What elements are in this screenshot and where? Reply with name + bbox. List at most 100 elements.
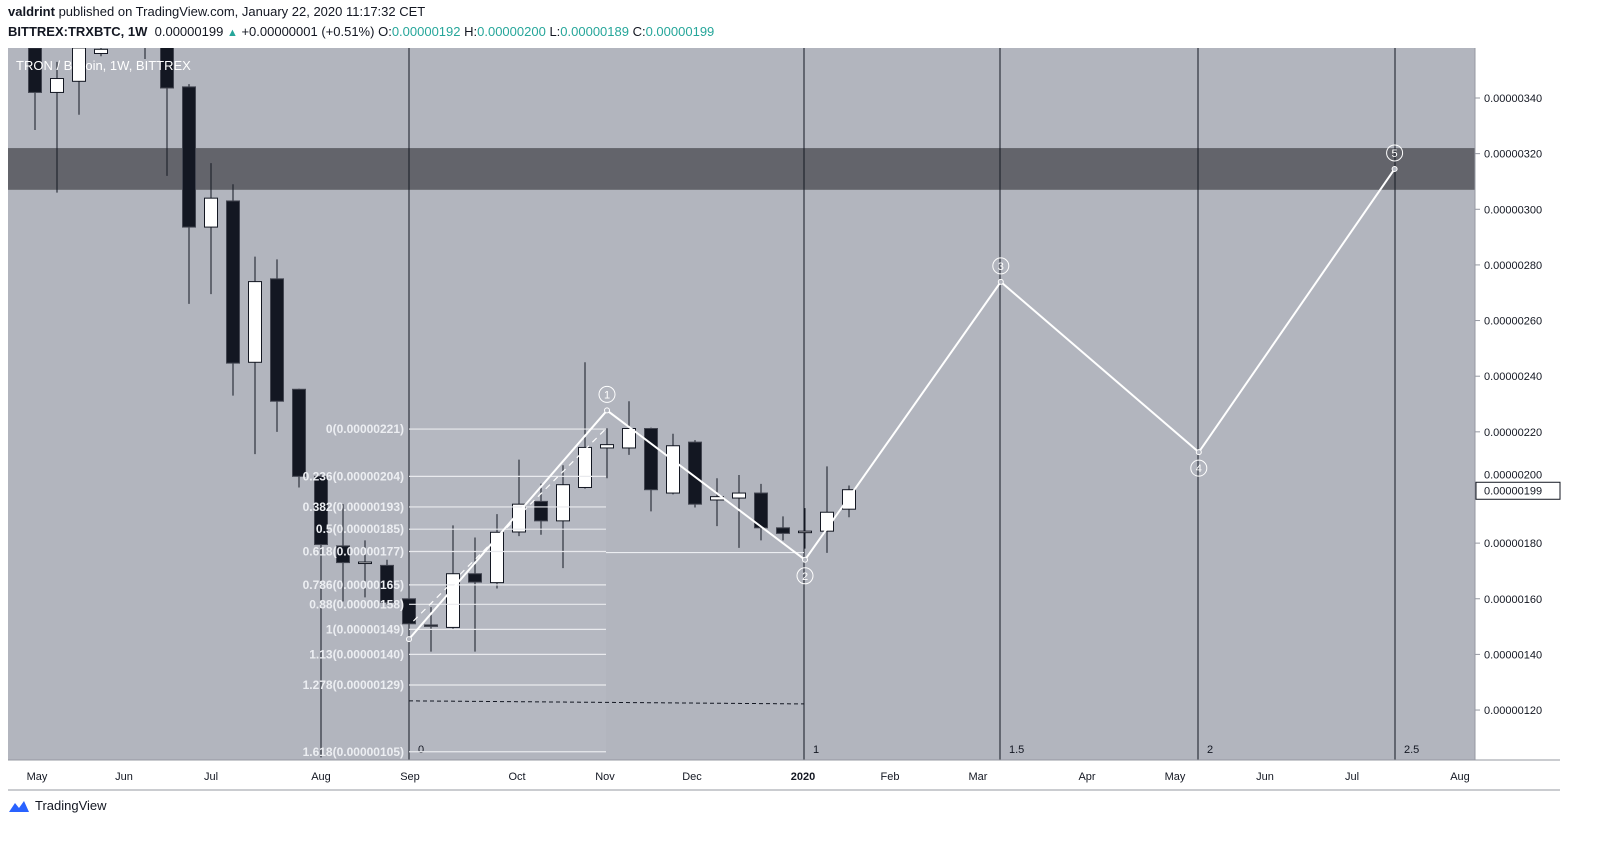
price-tick-label: 0.00000300: [1484, 204, 1542, 216]
fib-level-label: 0.382(0.00000193): [303, 500, 404, 514]
wave-point: [1391, 165, 1398, 172]
price-tick-label: 0.00000160: [1484, 594, 1542, 606]
tradingview-logo-icon: [9, 800, 29, 812]
fib-level-label: 1(0.00000149): [326, 622, 404, 636]
c-label: C:: [632, 24, 646, 39]
candle-up: [117, 20, 130, 28]
price-tick-label: 0.00000180: [1484, 538, 1542, 550]
wave-label: 1: [604, 389, 610, 401]
price-tick-label: 0.00000120: [1484, 705, 1542, 717]
candle-down: [314, 475, 328, 546]
resistance-zone: [8, 148, 1475, 190]
up-triangle-icon: ▲: [226, 27, 238, 39]
elliott-wave-path: [408, 168, 1396, 640]
wave-point: [406, 636, 412, 643]
wave-point: [997, 278, 1004, 285]
candle-down: [292, 388, 306, 477]
time-tick-label: Jun: [1256, 771, 1274, 783]
wave-label-circle: [598, 385, 616, 403]
fib-area: [409, 429, 606, 752]
time-cycle-label: 2: [1207, 744, 1213, 756]
o-label: O:: [378, 24, 392, 39]
open-value: 0.00000192: [391, 24, 461, 39]
time-tick-label: Feb: [881, 771, 900, 783]
publish-info: valdrint published on TradingView.com, J…: [8, 4, 425, 19]
price-tick-label: 0.00000220: [1484, 427, 1542, 439]
price-tick-label: 0.00000280: [1484, 260, 1542, 272]
time-cycle-label: 2.5: [1404, 744, 1419, 756]
fib-level-label: 1.13(0.00000140): [309, 647, 404, 661]
fib-level-label: 0.236(0.00000204): [303, 469, 404, 483]
price-axis[interactable]: [1475, 48, 1560, 760]
time-tick-label: 2020: [791, 771, 815, 783]
wave-label: 4: [1196, 463, 1202, 475]
candle-up: [248, 281, 262, 363]
candle-up: [820, 511, 834, 532]
time-tick-label: Oct: [508, 771, 525, 783]
candle-up: [622, 428, 636, 449]
fib-level-label: 0(0.00000221): [326, 422, 404, 436]
author[interactable]: valdrint: [8, 4, 55, 19]
candle-up: [578, 446, 592, 488]
wave-point: [1195, 449, 1202, 456]
candle-up: [72, 48, 86, 82]
time-cycle-label: 1: [813, 744, 819, 756]
fib-level-label: 0.786(0.00000165): [303, 578, 404, 592]
wave-label: 3: [998, 261, 1004, 273]
price-tick-label: 0.00000320: [1484, 149, 1542, 161]
fib-level-label: 1.278(0.00000129): [303, 678, 404, 692]
candle-up: [446, 573, 460, 628]
candle-down: [336, 545, 350, 564]
candle-down: [226, 200, 240, 364]
dashed-channel-line: [412, 427, 608, 622]
candle-down: [270, 278, 284, 402]
last-price: 0.00000199: [154, 24, 224, 39]
price-tick-label: 0.00000340: [1484, 93, 1542, 105]
wave-label-circle: [992, 257, 1010, 275]
footer: TradingView: [8, 798, 107, 813]
price-tick-label: 0.00000240: [1484, 371, 1542, 383]
candle-down: [468, 573, 482, 583]
candle-down: [160, 48, 174, 89]
candle-down: [644, 428, 658, 491]
wave-label-circle: [1386, 144, 1404, 162]
wave-label-circle: [796, 567, 814, 585]
wave-point: [802, 556, 808, 563]
candle-up: [666, 445, 680, 494]
candle-up: [600, 444, 614, 449]
time-tick-label: Apr: [1078, 771, 1095, 783]
brand[interactable]: TradingView: [35, 798, 107, 813]
time-tick-label: Mar: [969, 771, 988, 783]
candle-down: [776, 527, 790, 534]
candle-up: [490, 531, 504, 584]
dashed-projection-line: [408, 700, 805, 705]
time-tick-label: Nov: [595, 771, 615, 783]
time-tick-label: Jul: [1345, 771, 1359, 783]
fib-level-label: 0.5(0.00000185): [316, 522, 404, 536]
time-tick-label: Dec: [682, 771, 702, 783]
time-axis[interactable]: [8, 760, 1560, 790]
time-tick-label: Sep: [400, 771, 420, 783]
price-tick-label: 0.00000140: [1484, 649, 1542, 661]
h-label: H:: [464, 24, 478, 39]
candle-down: [28, 48, 42, 93]
current-price-marker: [1475, 481, 1561, 500]
candle-up: [842, 489, 856, 510]
l-label: L:: [549, 24, 561, 39]
published-text: published on TradingView.com, January 22…: [54, 4, 426, 19]
candle-down: [534, 500, 548, 522]
close-value: 0.00000199: [645, 24, 715, 39]
wave-label-circle: [1190, 459, 1208, 477]
candle-down: [424, 624, 438, 627]
candle-down: [182, 86, 196, 228]
wave-label: 5: [1392, 148, 1398, 160]
time-tick-label: Aug: [1450, 771, 1470, 783]
time-tick-label: Jul: [204, 771, 218, 783]
low-value: 0.00000189: [560, 24, 629, 39]
candle-down: [380, 564, 394, 603]
time-tick-label: Jun: [115, 771, 133, 783]
candle-up: [732, 492, 746, 499]
wave-point: [604, 407, 610, 414]
symbol: BITTREX:TRXBTC, 1W: [8, 24, 148, 39]
